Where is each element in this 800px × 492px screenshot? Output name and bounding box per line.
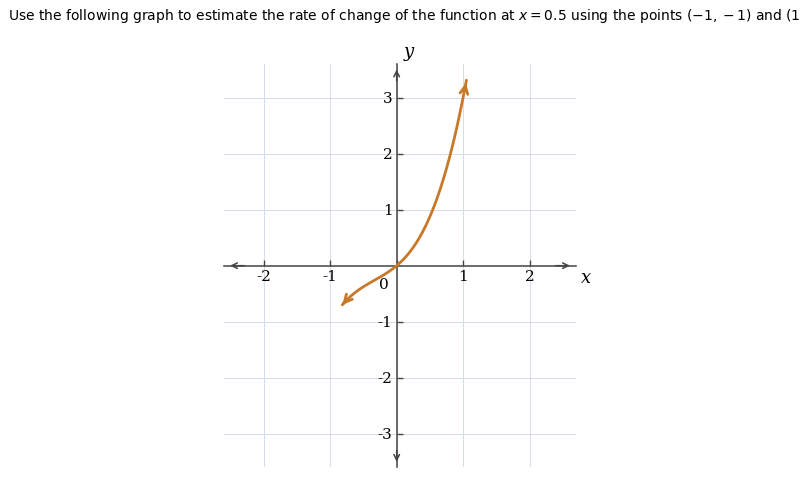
Text: x: x	[582, 269, 591, 287]
Text: 0: 0	[379, 278, 389, 292]
Text: Use the following graph to estimate the rate of change of the function at $x = 0: Use the following graph to estimate the …	[8, 7, 800, 26]
Text: y: y	[403, 43, 414, 61]
